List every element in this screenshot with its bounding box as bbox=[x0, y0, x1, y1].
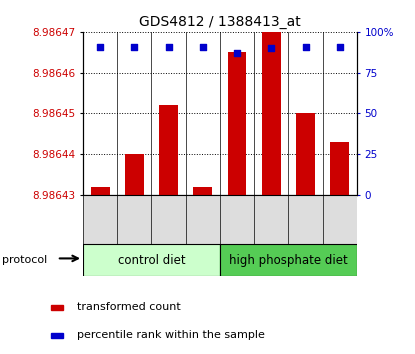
Bar bbox=[288, 195, 323, 244]
Bar bbox=[220, 195, 254, 244]
Point bbox=[165, 44, 172, 49]
Point bbox=[131, 44, 138, 49]
Text: percentile rank within the sample: percentile rank within the sample bbox=[77, 330, 265, 340]
Bar bbox=[51, 333, 63, 338]
Bar bbox=[254, 195, 288, 244]
Bar bbox=[125, 154, 144, 195]
Point bbox=[234, 50, 240, 56]
Bar bbox=[83, 244, 220, 276]
Bar bbox=[117, 195, 151, 244]
Point bbox=[268, 45, 275, 51]
Title: GDS4812 / 1388413_at: GDS4812 / 1388413_at bbox=[139, 16, 301, 29]
Point bbox=[97, 44, 103, 49]
Point bbox=[200, 44, 206, 49]
Text: protocol: protocol bbox=[2, 255, 47, 265]
Bar bbox=[262, 24, 281, 195]
Bar bbox=[159, 105, 178, 195]
Text: high phosphate diet: high phosphate diet bbox=[229, 254, 348, 267]
Bar bbox=[330, 142, 349, 195]
Text: control diet: control diet bbox=[118, 254, 185, 267]
Point bbox=[337, 44, 343, 49]
Bar bbox=[220, 244, 357, 276]
Bar bbox=[186, 195, 220, 244]
Point bbox=[302, 44, 309, 49]
Bar bbox=[151, 195, 186, 244]
Bar bbox=[193, 187, 212, 195]
Text: transformed count: transformed count bbox=[77, 302, 181, 312]
Bar bbox=[296, 113, 315, 195]
Bar bbox=[323, 195, 357, 244]
Bar bbox=[228, 52, 247, 195]
Bar bbox=[83, 195, 117, 244]
Bar bbox=[91, 187, 110, 195]
Bar bbox=[51, 305, 63, 310]
